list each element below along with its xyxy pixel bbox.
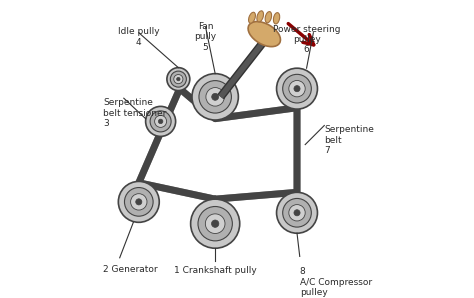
Circle shape <box>294 210 300 216</box>
Ellipse shape <box>248 12 255 23</box>
Circle shape <box>294 86 300 92</box>
Circle shape <box>136 199 142 205</box>
Circle shape <box>276 68 318 109</box>
Circle shape <box>206 88 225 106</box>
Ellipse shape <box>257 11 264 22</box>
Circle shape <box>155 115 167 127</box>
Circle shape <box>177 77 180 81</box>
Circle shape <box>118 181 159 222</box>
Circle shape <box>276 192 318 233</box>
Circle shape <box>150 111 171 132</box>
Circle shape <box>283 198 311 227</box>
Circle shape <box>283 74 311 103</box>
Circle shape <box>174 74 183 84</box>
Text: Serpentine
belt tensioner
3: Serpentine belt tensioner 3 <box>103 98 167 128</box>
Text: 2 Generator: 2 Generator <box>103 265 158 274</box>
Circle shape <box>131 194 147 210</box>
Circle shape <box>158 119 163 124</box>
Circle shape <box>289 205 305 221</box>
Ellipse shape <box>273 13 280 24</box>
Circle shape <box>170 71 186 87</box>
Text: Power steering
pulley
6: Power steering pulley 6 <box>273 24 340 54</box>
Circle shape <box>289 80 305 97</box>
Circle shape <box>167 68 190 91</box>
Text: Serpentine
belt
7: Serpentine belt 7 <box>324 125 374 155</box>
Text: Fan
pully
5: Fan pully 5 <box>194 22 217 52</box>
Text: 8
A/C Compressor
pulley: 8 A/C Compressor pulley <box>300 267 372 297</box>
Circle shape <box>205 214 225 234</box>
Text: Idle pully
4: Idle pully 4 <box>118 27 160 47</box>
Circle shape <box>198 207 232 241</box>
Ellipse shape <box>248 21 281 46</box>
Circle shape <box>146 106 176 136</box>
Circle shape <box>191 199 240 248</box>
Circle shape <box>212 93 219 100</box>
Circle shape <box>125 187 153 216</box>
Ellipse shape <box>265 12 272 23</box>
Circle shape <box>192 74 238 120</box>
Text: 1 Crankshaft pully: 1 Crankshaft pully <box>174 266 256 275</box>
Circle shape <box>199 81 231 113</box>
Circle shape <box>211 220 219 227</box>
